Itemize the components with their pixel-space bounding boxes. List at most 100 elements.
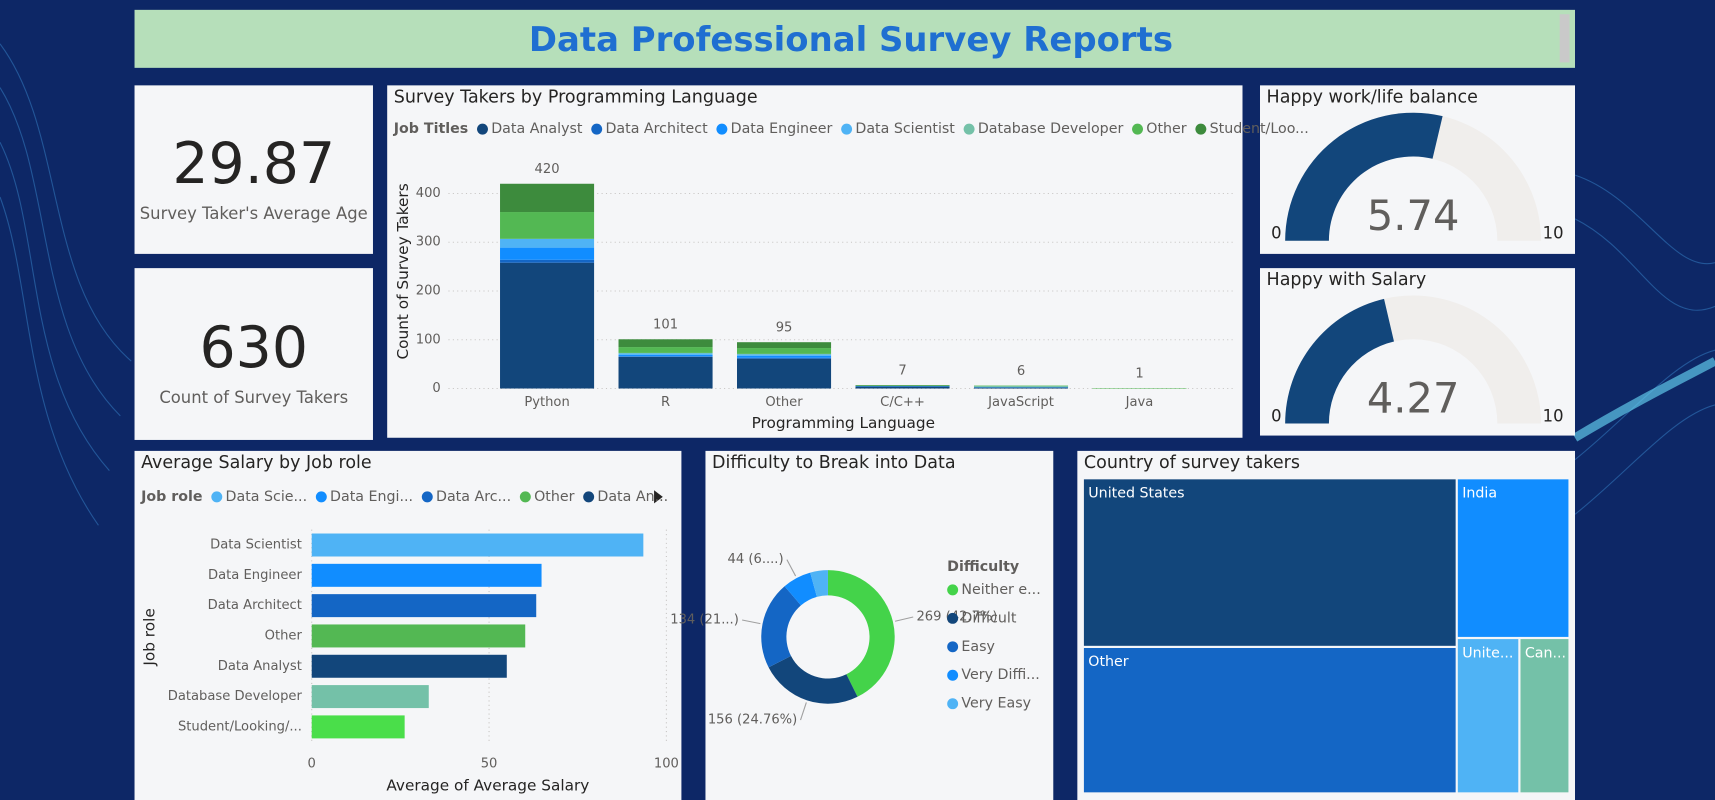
legend-marker (716, 123, 728, 135)
donut-slice (768, 655, 858, 704)
x-tick-label: JavaScript (987, 395, 1054, 410)
bar-segment (618, 356, 713, 389)
legend-label: Other (534, 489, 575, 505)
bar (311, 594, 537, 618)
legend-title: Job role (140, 489, 202, 505)
data-label: 7 (898, 363, 906, 378)
chart-title: Country of survey takers (1084, 453, 1300, 473)
treemap-label: Unite... (1462, 645, 1513, 661)
legend-label: Easy (961, 639, 995, 655)
legend-marker (315, 491, 327, 503)
y-axis-title: Count of Survey Takers (394, 183, 412, 359)
x-tick-label: 50 (481, 756, 498, 771)
donut-slice (784, 572, 817, 606)
legend-label: Data Analyst (491, 121, 583, 137)
treemap-cell (1520, 639, 1569, 793)
x-tick-label: 0 (308, 756, 316, 771)
x-tick-label: R (661, 395, 670, 410)
bar-segment (737, 355, 832, 358)
legend-marker (947, 669, 959, 681)
leader-line (894, 616, 914, 622)
card-panel (134, 85, 373, 254)
treemap-label: United States (1088, 486, 1184, 502)
background-wave (1572, 357, 1715, 442)
bar-segment (973, 386, 1069, 388)
treemap-cell (1083, 648, 1456, 793)
x-tick-label: 100 (654, 756, 679, 771)
header-scroll (1559, 14, 1570, 63)
legend-marker (211, 491, 223, 503)
y-tick-label: Database Developer (168, 689, 303, 704)
card-value: 29.87 (172, 131, 335, 197)
y-tick-label: Data Scientist (210, 538, 302, 553)
legend-label: Data Arc... (436, 489, 511, 505)
card-label: Count of Survey Takers (159, 388, 348, 407)
legend-label: Data Engineer (731, 121, 833, 137)
legend-label: Data Engi... (330, 489, 413, 505)
legend-marker (947, 698, 959, 710)
x-axis-title: Programming Language (752, 414, 935, 432)
y-tick-label: Data Engineer (208, 568, 302, 583)
legend-title: Job Titles (393, 121, 469, 137)
legend-marker (591, 123, 603, 135)
legend-marker (421, 491, 433, 503)
data-label: 44 (6....) (728, 552, 784, 567)
bar-segment (973, 387, 1069, 389)
leader-line (786, 559, 797, 577)
page-title: Data Professional Survey Reports (529, 20, 1173, 59)
legend-marker (477, 123, 488, 135)
bar-segment (737, 358, 832, 389)
gauge-value: 5.74 (1367, 191, 1460, 240)
gauge-max: 10 (1543, 224, 1564, 243)
bar-segment (737, 354, 832, 356)
legend-label: Other (1146, 121, 1187, 137)
legend-title: Difficulty (947, 559, 1020, 575)
header-band (134, 9, 1575, 68)
legend-marker (583, 491, 595, 503)
bar-segment (737, 357, 832, 359)
bar-segment (618, 339, 713, 348)
gauge-fill (1285, 298, 1394, 424)
legend-label: Very Diffi... (961, 667, 1039, 683)
donut-slice (761, 586, 801, 668)
legend-marker (519, 491, 531, 503)
chart-title: Happy work/life balance (1267, 87, 1478, 107)
bar-segment (618, 347, 713, 353)
legend-label: Difficult (961, 610, 1016, 626)
legend-marker (947, 612, 959, 624)
data-label: 95 (776, 320, 793, 335)
bar-segment (500, 262, 595, 389)
bar (311, 533, 644, 557)
legend-label: Neither e... (961, 582, 1040, 598)
bar-segment (855, 386, 950, 389)
gauge-max: 10 (1543, 406, 1564, 425)
background-waves (0, 43, 1715, 526)
bar-segment (500, 183, 595, 213)
donut-slice (827, 570, 895, 697)
legend-scroll-arrow[interactable] (654, 490, 663, 504)
legend-label: Data Scie... (226, 489, 308, 505)
legend-label: Data An... (597, 489, 668, 505)
bar-segment (737, 348, 832, 354)
y-tick-label: Data Analyst (218, 659, 302, 674)
chart-title: Average Salary by Job role (141, 453, 372, 473)
chart-title: Survey Takers by Programming Language (394, 87, 758, 107)
card-value: 630 (199, 315, 308, 381)
y-axis-title: Job role (140, 608, 158, 666)
y-tick-label: Data Architect (208, 598, 302, 613)
y-tick-label: 400 (416, 186, 441, 201)
gauge-min: 0 (1271, 224, 1281, 243)
bar (311, 563, 542, 587)
y-tick-label: Student/Looking/... (178, 719, 302, 734)
y-tick-label: 0 (432, 381, 440, 396)
data-label: 1 (1135, 366, 1143, 381)
data-label: 101 (653, 318, 678, 333)
x-axis-title: Average of Average Salary (386, 776, 589, 794)
x-tick-label: Python (524, 395, 569, 410)
gauge-value: 4.27 (1367, 374, 1460, 423)
treemap-label: India (1462, 486, 1497, 502)
legend-label: Data Architect (605, 121, 708, 137)
bar (311, 654, 507, 678)
leader-line (799, 702, 807, 721)
